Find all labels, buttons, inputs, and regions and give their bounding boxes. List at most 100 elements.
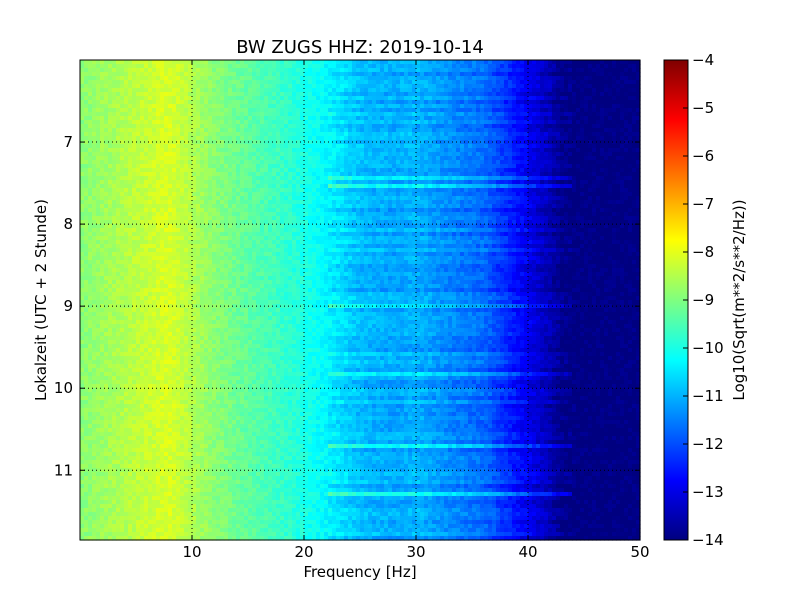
heatmap-cell <box>272 124 277 129</box>
heatmap-cell <box>288 172 293 177</box>
heatmap-cell <box>624 84 629 89</box>
heatmap-cell <box>440 188 445 193</box>
heatmap-cell <box>492 100 497 105</box>
heatmap-cell <box>236 184 241 189</box>
heatmap-cell <box>632 96 637 101</box>
heatmap-cell <box>280 140 285 145</box>
heatmap-cell <box>608 144 613 149</box>
heatmap-cell <box>172 108 177 113</box>
heatmap-cell <box>548 188 553 193</box>
heatmap-cell <box>540 152 545 157</box>
heatmap-cell <box>308 80 313 85</box>
heatmap-cell <box>424 196 429 201</box>
heatmap-cell <box>476 116 481 121</box>
heatmap-cell <box>392 92 397 97</box>
heatmap-cell <box>400 64 405 69</box>
heatmap-cell <box>100 164 105 169</box>
heatmap-cell <box>456 144 461 149</box>
heatmap-cell <box>472 172 477 177</box>
heatmap-cell <box>600 144 605 149</box>
heatmap-cell <box>428 108 433 113</box>
heatmap-cell <box>624 96 629 101</box>
heatmap-cell <box>324 112 329 117</box>
heatmap-cell <box>536 76 541 81</box>
heatmap-cell <box>364 96 369 101</box>
heatmap-cell <box>624 120 629 125</box>
heatmap-cell <box>492 132 497 137</box>
heatmap-cell <box>480 144 485 149</box>
heatmap-cell <box>360 124 365 129</box>
heatmap-cell <box>172 60 177 65</box>
heatmap-cell <box>292 68 297 73</box>
heatmap-cell <box>436 60 441 65</box>
heatmap-cell <box>124 156 129 161</box>
heatmap-cell <box>392 156 397 161</box>
heatmap-cell <box>244 88 249 93</box>
heatmap-cell <box>240 68 245 73</box>
heatmap-cell <box>572 192 577 197</box>
heatmap-cell <box>220 92 225 97</box>
heatmap-cell <box>344 196 349 201</box>
heatmap-cell <box>412 120 417 125</box>
heatmap-cell <box>540 60 545 65</box>
heatmap-cell <box>572 172 577 177</box>
heatmap-cell <box>356 188 361 193</box>
heatmap-cell <box>156 120 161 125</box>
heatmap-cell <box>528 132 533 137</box>
heatmap-cell <box>444 192 449 197</box>
heatmap-cell <box>464 88 469 93</box>
heatmap-cell <box>536 132 541 137</box>
heatmap-cell <box>404 200 409 205</box>
heatmap-cell <box>92 180 97 185</box>
heatmap-cell <box>436 160 441 165</box>
heatmap-cell <box>140 184 145 189</box>
heatmap-cell <box>460 80 465 85</box>
heatmap-cell <box>132 164 137 169</box>
heatmap-cell <box>548 124 553 129</box>
heatmap-cell <box>616 104 621 109</box>
heatmap-cell <box>256 124 261 129</box>
heatmap-cell <box>224 100 229 105</box>
heatmap-cell <box>552 180 557 185</box>
heatmap-cell <box>516 96 521 101</box>
heatmap-cell <box>628 132 633 137</box>
heatmap-cell <box>236 60 241 65</box>
heatmap-cell <box>600 136 605 141</box>
heatmap-cell <box>140 144 145 149</box>
heatmap-cell <box>172 128 177 133</box>
heatmap-cell <box>392 68 397 73</box>
heatmap-cell <box>148 100 153 105</box>
heatmap-cell <box>344 160 349 165</box>
heatmap-cell <box>444 116 449 121</box>
heatmap-cell <box>124 168 129 173</box>
heatmap-cell <box>84 76 89 81</box>
heatmap-cell <box>360 164 365 169</box>
heatmap-cell <box>560 164 565 169</box>
heatmap-cell <box>524 120 529 125</box>
heatmap-cell <box>228 72 233 77</box>
heatmap-cell <box>380 88 385 93</box>
heatmap-cell <box>276 168 281 173</box>
heatmap-cell <box>632 172 637 177</box>
heatmap-cell <box>612 80 617 85</box>
heatmap-cell <box>96 80 101 85</box>
heatmap-cell <box>172 140 177 145</box>
heatmap-cell <box>364 92 369 97</box>
heatmap-cell <box>320 120 325 125</box>
heatmap-cell <box>548 140 553 145</box>
heatmap-cell <box>208 184 213 189</box>
heatmap-cell <box>548 196 553 201</box>
heatmap-cell <box>540 96 545 101</box>
heatmap-cell <box>196 88 201 93</box>
heatmap-cell <box>432 152 437 157</box>
heatmap-cell <box>400 164 405 169</box>
heatmap-cell <box>356 116 361 121</box>
heatmap-cell <box>352 176 357 181</box>
heatmap-cell <box>300 188 305 193</box>
heatmap-cell <box>344 84 349 89</box>
heatmap-cell <box>588 144 593 149</box>
heatmap-cell <box>444 132 449 137</box>
heatmap-cell <box>340 92 345 97</box>
heatmap-cell <box>96 116 101 121</box>
heatmap-cell <box>600 156 605 161</box>
